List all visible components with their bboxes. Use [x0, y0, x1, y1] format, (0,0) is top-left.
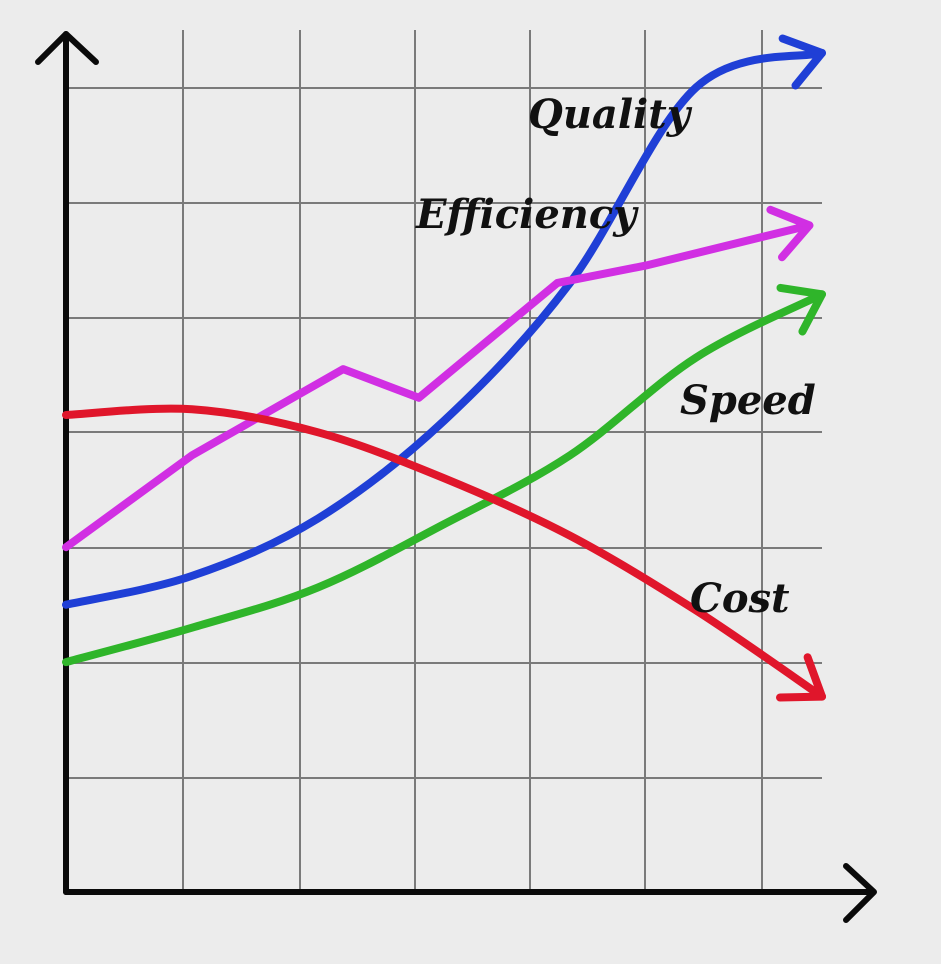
arrow-head-icon — [776, 653, 826, 702]
series-label-cost: Cost — [690, 575, 790, 622]
series-cost — [62, 404, 826, 702]
series-quality — [62, 34, 826, 609]
grid — [66, 30, 822, 892]
series-speed — [62, 283, 826, 667]
axes — [35, 31, 877, 923]
series-line-efficiency — [62, 221, 814, 552]
arrow-head-icon — [778, 34, 826, 90]
series-efficiency — [62, 205, 814, 552]
series-line-quality — [62, 49, 826, 609]
series-label-quality: Quality — [528, 91, 693, 138]
series-label-efficiency: Efficiency — [415, 191, 639, 238]
arrow-head-icon — [776, 283, 826, 336]
y-axis-arrow-icon — [35, 31, 99, 65]
series-label-speed: Speed — [680, 377, 816, 424]
arrow-head-icon — [766, 205, 814, 262]
series-labels: Quality Efficiency Speed Cost — [415, 91, 816, 622]
x-axis-arrow-icon — [843, 863, 877, 923]
series-line-cost — [62, 404, 826, 701]
series-line-speed — [62, 290, 826, 667]
series-group — [62, 34, 826, 702]
